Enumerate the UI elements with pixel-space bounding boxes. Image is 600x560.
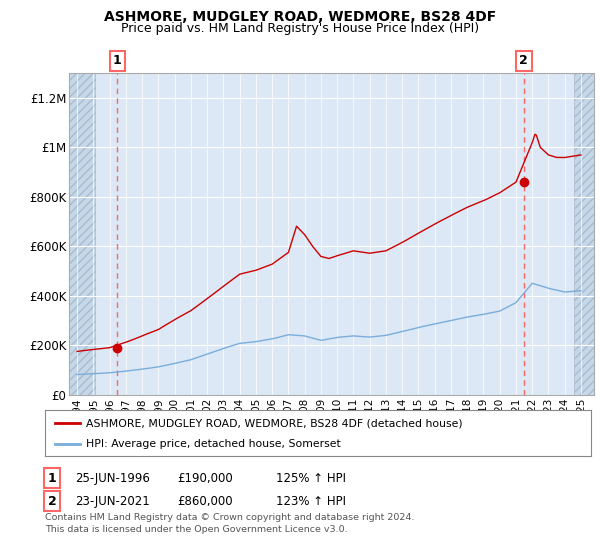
Text: Contains HM Land Registry data © Crown copyright and database right 2024.: Contains HM Land Registry data © Crown c…: [45, 513, 415, 522]
Text: 125% ↑ HPI: 125% ↑ HPI: [276, 472, 346, 485]
Text: Price paid vs. HM Land Registry's House Price Index (HPI): Price paid vs. HM Land Registry's House …: [121, 22, 479, 35]
Text: 1: 1: [48, 472, 56, 485]
Text: This data is licensed under the Open Government Licence v3.0.: This data is licensed under the Open Gov…: [45, 525, 347, 534]
Text: 23-JUN-2021: 23-JUN-2021: [75, 494, 150, 508]
Text: 123% ↑ HPI: 123% ↑ HPI: [276, 494, 346, 508]
Bar: [69, 73, 95, 395]
Text: £860,000: £860,000: [177, 494, 233, 508]
Text: ASHMORE, MUDGLEY ROAD, WEDMORE, BS28 4DF: ASHMORE, MUDGLEY ROAD, WEDMORE, BS28 4DF: [104, 10, 496, 24]
Text: £190,000: £190,000: [177, 472, 233, 485]
Text: 25-JUN-1996: 25-JUN-1996: [75, 472, 150, 485]
Text: HPI: Average price, detached house, Somerset: HPI: Average price, detached house, Some…: [86, 440, 341, 450]
Bar: [574, 73, 594, 395]
Text: 2: 2: [520, 54, 528, 67]
Text: 2: 2: [48, 494, 56, 508]
Text: 1: 1: [113, 54, 122, 67]
Text: ASHMORE, MUDGLEY ROAD, WEDMORE, BS28 4DF (detached house): ASHMORE, MUDGLEY ROAD, WEDMORE, BS28 4DF…: [86, 418, 463, 428]
